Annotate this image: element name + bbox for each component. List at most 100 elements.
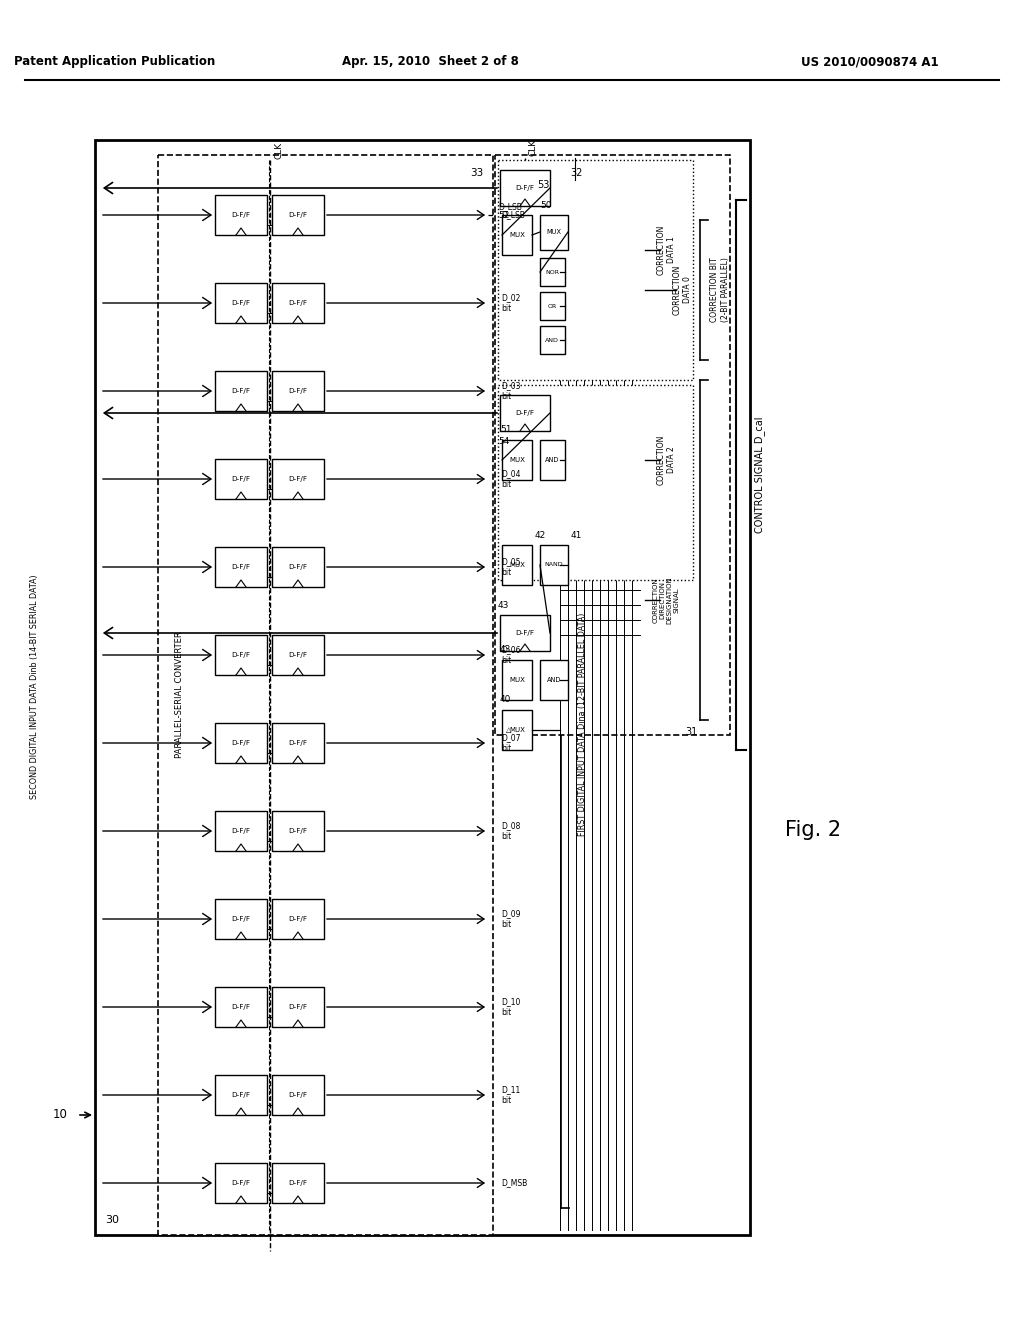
Text: D-F/F: D-F/F (231, 564, 251, 570)
Bar (272, 1163, 324, 1203)
Text: D_LSB: D_LSB (498, 202, 522, 211)
Text: D-F/F: D-F/F (289, 652, 307, 657)
Bar (272, 899, 324, 939)
Bar (502, 215, 532, 255)
Text: CLK: CLK (528, 139, 537, 156)
Text: D-F/F: D-F/F (515, 411, 535, 416)
Bar (215, 899, 267, 939)
Text: D_11
bit: D_11 bit (501, 1085, 520, 1105)
Text: CLK: CLK (275, 141, 284, 158)
Text: 54: 54 (498, 437, 509, 446)
Bar (215, 371, 267, 411)
Bar (272, 459, 324, 499)
Text: US 2010/0090874 A1: US 2010/0090874 A1 (801, 55, 939, 69)
Bar (272, 723, 324, 763)
Text: D-F/F: D-F/F (289, 1180, 307, 1185)
Text: D_04
bit: D_04 bit (501, 470, 520, 488)
Text: D-F/F: D-F/F (231, 1092, 251, 1098)
Text: MUX: MUX (509, 562, 525, 568)
Text: D-F/F: D-F/F (289, 388, 307, 393)
Text: MUX: MUX (509, 727, 525, 733)
Text: D-F/F: D-F/F (289, 916, 307, 921)
Bar (95, 140, 750, 1236)
Bar (502, 710, 532, 750)
Text: D-F/F: D-F/F (231, 916, 251, 921)
Text: D-F/F: D-F/F (515, 185, 535, 191)
Text: MUX: MUX (547, 228, 561, 235)
Text: 40: 40 (500, 696, 511, 705)
Text: D-F/F: D-F/F (289, 477, 307, 482)
Text: 30: 30 (105, 1214, 119, 1225)
Text: D-F/F: D-F/F (231, 1005, 251, 1010)
Text: D_07
bit: D_07 bit (501, 734, 520, 752)
Text: D-F/F: D-F/F (289, 300, 307, 306)
Text: Apr. 15, 2010  Sheet 2 of 8: Apr. 15, 2010 Sheet 2 of 8 (342, 55, 518, 69)
Bar (502, 545, 532, 585)
Text: D-F/F: D-F/F (289, 828, 307, 834)
Bar (215, 282, 267, 323)
Bar (215, 810, 267, 851)
Text: D-F/F: D-F/F (289, 1092, 307, 1098)
Text: AND: AND (547, 677, 561, 682)
Text: PARALLEL-SERIAL CONVERTER: PARALLEL-SERIAL CONVERTER (175, 632, 184, 759)
Bar (215, 1074, 267, 1115)
Bar (540, 257, 565, 286)
Text: MUX: MUX (509, 677, 525, 682)
Text: CORRECTION BIT
(2-BIT PARALLEL): CORRECTION BIT (2-BIT PARALLEL) (711, 257, 730, 322)
Text: D-F/F: D-F/F (289, 564, 307, 570)
Text: CONTROL SIGNAL D_cal: CONTROL SIGNAL D_cal (755, 417, 766, 533)
Bar (540, 292, 565, 319)
Text: △: △ (506, 727, 512, 733)
Text: 51: 51 (500, 425, 512, 434)
Text: AND: AND (545, 457, 559, 463)
Text: CORRECTION
DATA 0: CORRECTION DATA 0 (673, 265, 691, 315)
Bar (215, 723, 267, 763)
Text: 53: 53 (537, 180, 549, 190)
Text: 50: 50 (540, 201, 552, 210)
Bar (272, 1074, 324, 1115)
Text: MUX: MUX (509, 457, 525, 463)
Text: D-F/F: D-F/F (515, 630, 535, 636)
Text: D-F/F: D-F/F (289, 741, 307, 746)
Text: D_09
bit: D_09 bit (501, 909, 520, 929)
Text: NAND: NAND (545, 562, 563, 568)
Text: D_08
bit: D_08 bit (501, 821, 520, 841)
Bar (215, 459, 267, 499)
Bar (215, 195, 267, 235)
Bar (272, 635, 324, 675)
Text: CORRECTION
DIRECTION
DESIGNATION
SIGNAL: CORRECTION DIRECTION DESIGNATION SIGNAL (652, 576, 680, 624)
Bar (500, 395, 550, 432)
Bar (272, 282, 324, 323)
Bar (215, 546, 267, 587)
Text: 32: 32 (570, 168, 583, 178)
Text: Patent Application Publication: Patent Application Publication (14, 55, 216, 69)
Text: D-F/F: D-F/F (231, 477, 251, 482)
Text: D-F/F: D-F/F (231, 213, 251, 218)
Text: D-F/F: D-F/F (289, 213, 307, 218)
Text: MUX: MUX (509, 232, 525, 238)
Text: FIRST DIGITAL INPUT DATA Dina (12-BIT PARALLEL DATA): FIRST DIGITAL INPUT DATA Dina (12-BIT PA… (579, 612, 588, 836)
Text: D_03
bit: D_03 bit (501, 381, 520, 401)
Bar (502, 660, 532, 700)
Text: D-F/F: D-F/F (231, 652, 251, 657)
Bar (272, 987, 324, 1027)
Text: NOR: NOR (545, 269, 559, 275)
Bar (540, 545, 568, 585)
Bar (158, 154, 493, 1236)
Text: D-F/F: D-F/F (231, 828, 251, 834)
Text: D-F/F: D-F/F (231, 741, 251, 746)
Bar (540, 326, 565, 354)
Bar (215, 987, 267, 1027)
Text: D_10
bit: D_10 bit (501, 998, 520, 1016)
Bar (502, 440, 532, 480)
Bar (540, 660, 568, 700)
Bar (500, 615, 550, 651)
Bar (272, 546, 324, 587)
Text: D-F/F: D-F/F (231, 1180, 251, 1185)
Text: D_MSB: D_MSB (501, 1179, 527, 1188)
Text: 10: 10 (53, 1109, 68, 1122)
Text: D_02
bit: D_02 bit (501, 293, 520, 313)
Bar (498, 385, 693, 579)
Text: CORRECTION
DATA 1: CORRECTION DATA 1 (656, 224, 676, 275)
Text: 33: 33 (470, 168, 483, 178)
